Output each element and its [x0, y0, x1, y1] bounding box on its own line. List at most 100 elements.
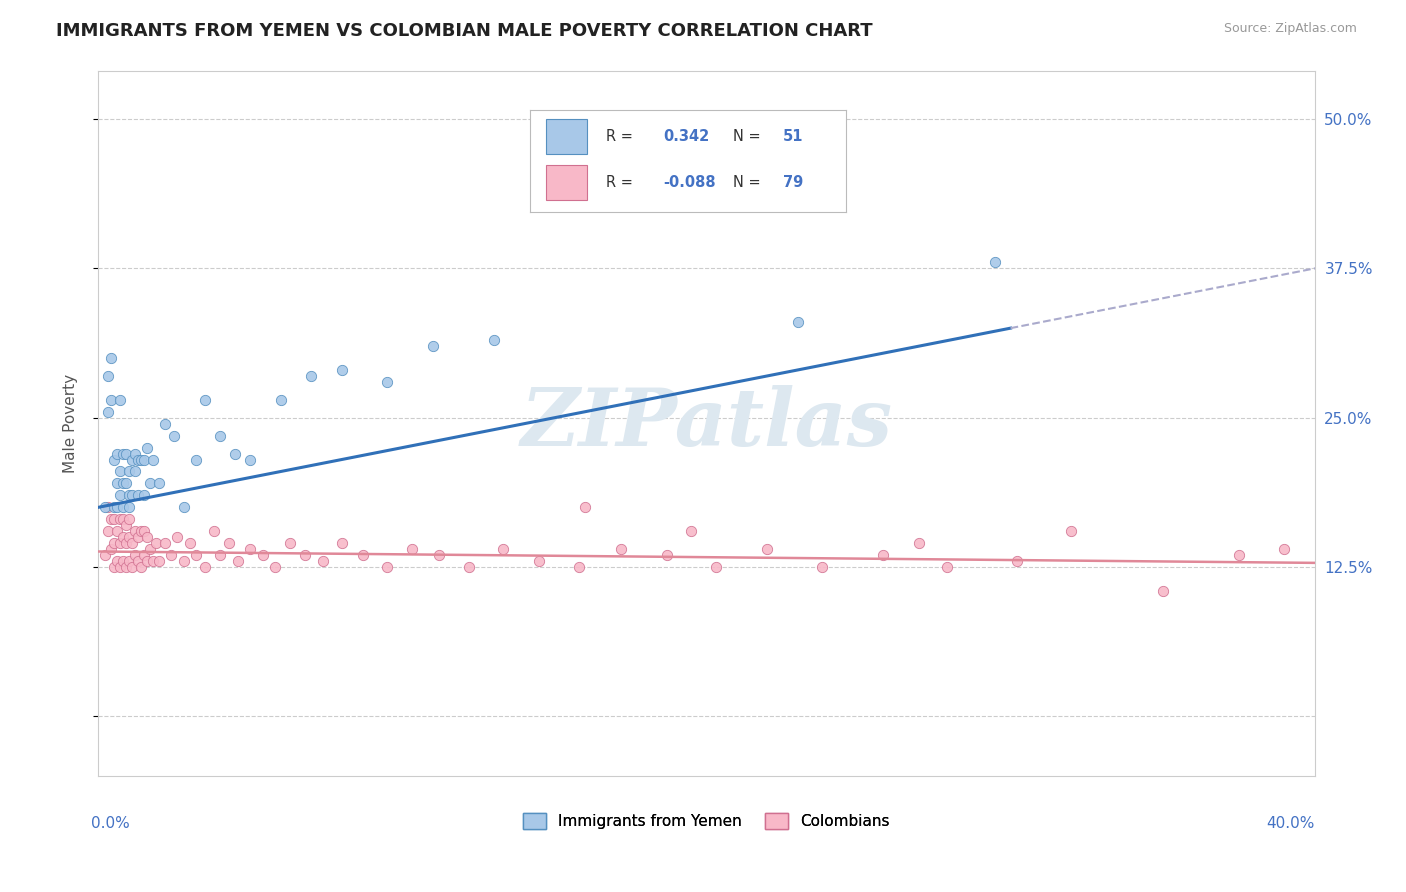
Point: [984, 255, 1007, 269]
Point: [756, 542, 779, 557]
Point: [118, 512, 141, 526]
Point: [127, 452, 149, 467]
Point: [129, 560, 152, 574]
Y-axis label: Male Poverty: Male Poverty: [63, 374, 77, 474]
Point: [108, 560, 131, 574]
Point: [619, 184, 641, 198]
Point: [132, 548, 155, 562]
Point: [239, 452, 262, 467]
Point: [103, 452, 125, 467]
Legend: Immigrants from Yemen, Colombians: Immigrants from Yemen, Colombians: [517, 807, 896, 835]
Point: [142, 554, 165, 568]
Point: [111, 512, 134, 526]
Point: [202, 524, 225, 539]
Point: [352, 548, 374, 562]
Point: [148, 554, 170, 568]
Point: [194, 560, 217, 574]
Point: [252, 548, 274, 562]
Point: [1005, 554, 1028, 568]
Point: [139, 542, 162, 557]
Point: [124, 524, 146, 539]
Point: [179, 536, 201, 550]
Point: [166, 530, 188, 544]
Point: [121, 560, 143, 574]
Point: [1152, 583, 1174, 598]
Point: [529, 554, 551, 568]
Point: [129, 452, 152, 467]
Point: [124, 446, 146, 460]
Point: [105, 446, 128, 460]
Point: [111, 530, 134, 544]
Point: [100, 542, 122, 557]
Point: [427, 548, 450, 562]
Point: [136, 441, 159, 455]
Point: [224, 446, 246, 460]
Point: [100, 512, 122, 526]
Point: [96, 524, 118, 539]
Point: [872, 548, 894, 562]
Point: [299, 368, 322, 383]
Point: [111, 446, 134, 460]
Point: [96, 500, 118, 515]
Point: [100, 392, 122, 407]
Point: [132, 488, 155, 502]
Point: [655, 548, 678, 562]
Point: [209, 548, 232, 562]
Point: [482, 333, 505, 347]
Point: [114, 560, 136, 574]
Point: [935, 560, 957, 574]
Point: [209, 428, 232, 442]
Point: [194, 392, 217, 407]
Text: 0.0%: 0.0%: [91, 816, 131, 831]
Point: [136, 530, 159, 544]
Point: [239, 542, 262, 557]
Point: [121, 536, 143, 550]
Point: [263, 560, 285, 574]
Point: [118, 530, 141, 544]
Point: [184, 452, 207, 467]
Point: [173, 500, 195, 515]
Point: [108, 536, 131, 550]
Text: ZIPatlas: ZIPatlas: [520, 385, 893, 462]
Point: [124, 465, 146, 479]
Point: [103, 512, 125, 526]
Point: [93, 548, 115, 562]
Point: [105, 524, 128, 539]
Point: [105, 554, 128, 568]
Point: [108, 488, 131, 502]
Point: [375, 375, 398, 389]
Point: [118, 465, 141, 479]
Point: [155, 417, 177, 431]
Point: [148, 476, 170, 491]
Text: Source: ZipAtlas.com: Source: ZipAtlas.com: [1223, 22, 1357, 36]
Point: [139, 476, 162, 491]
Point: [96, 368, 118, 383]
Point: [375, 560, 398, 574]
Point: [226, 554, 249, 568]
Point: [155, 536, 177, 550]
Point: [908, 536, 931, 550]
Point: [401, 542, 423, 557]
Point: [1227, 548, 1250, 562]
Point: [108, 392, 131, 407]
Point: [136, 554, 159, 568]
Point: [114, 476, 136, 491]
Point: [114, 536, 136, 550]
Point: [574, 500, 596, 515]
Point: [163, 428, 186, 442]
Point: [111, 500, 134, 515]
Point: [458, 560, 481, 574]
Point: [127, 554, 149, 568]
Point: [184, 548, 207, 562]
Point: [704, 560, 727, 574]
Point: [118, 554, 141, 568]
Point: [127, 530, 149, 544]
Point: [93, 500, 115, 515]
Point: [96, 405, 118, 419]
Point: [114, 518, 136, 533]
Point: [811, 560, 834, 574]
Point: [786, 315, 808, 329]
Point: [492, 542, 515, 557]
Point: [129, 524, 152, 539]
Point: [103, 560, 125, 574]
